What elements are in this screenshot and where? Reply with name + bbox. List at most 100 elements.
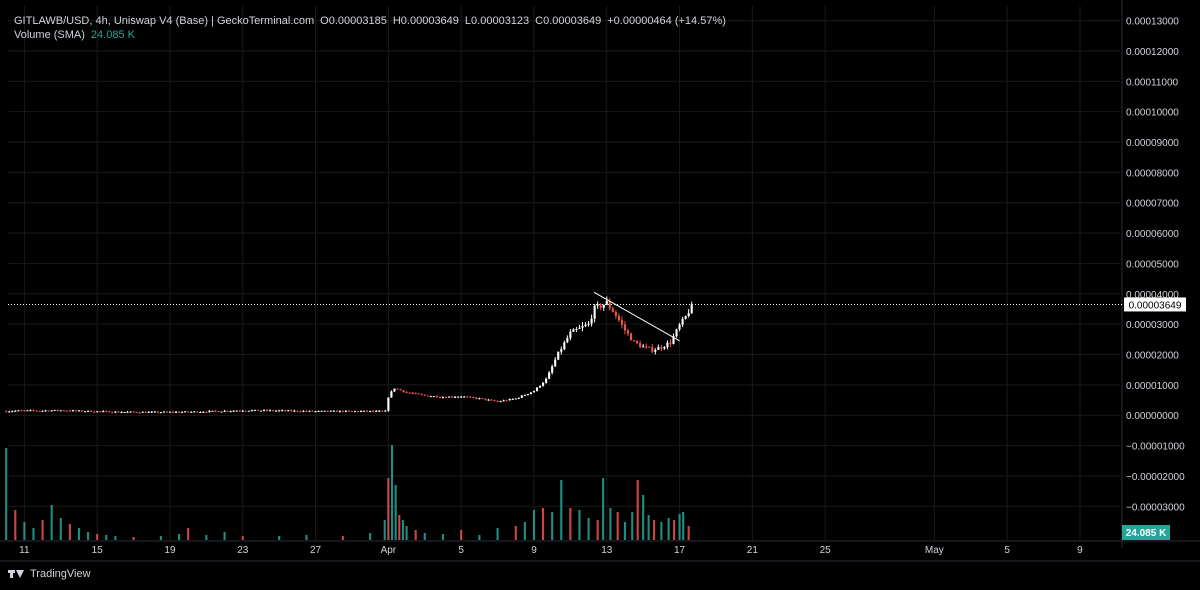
candle-body — [602, 304, 605, 308]
candle-body — [302, 410, 305, 412]
volume-bar — [631, 512, 634, 540]
candle-body — [332, 410, 335, 412]
candle-body — [429, 396, 432, 398]
volume-bar — [223, 532, 226, 540]
volume-bar — [68, 524, 71, 540]
candle-body — [614, 312, 617, 316]
candle-body — [120, 412, 123, 414]
volume-bar — [178, 534, 181, 540]
candle-body — [156, 411, 159, 413]
candle-body — [654, 349, 657, 352]
candle-body — [272, 410, 275, 412]
y-tick-label: −0.00003000 — [1126, 502, 1185, 513]
volume-bar — [441, 534, 445, 540]
candle-body — [329, 410, 332, 412]
candle-body — [502, 400, 505, 402]
candle-body — [178, 411, 181, 413]
volume-bar — [460, 530, 463, 540]
candle-body — [408, 392, 411, 394]
candle-body — [353, 411, 357, 413]
volume-bar — [609, 508, 612, 540]
candle-body — [29, 410, 32, 412]
candle-body — [526, 393, 529, 395]
ohlc-row: GITLAWB/USD, 4h, Uniswap V4 (Base) | Gec… — [14, 14, 726, 28]
y-tick-label: 0.00000000 — [1126, 411, 1179, 422]
candle-body — [375, 410, 378, 412]
candle-body — [444, 397, 448, 399]
candle-body — [636, 340, 639, 344]
volume-bar — [560, 480, 563, 540]
candle-body — [241, 410, 244, 412]
volume-bar — [678, 514, 681, 540]
current-price-label: 0.00003649 — [1129, 300, 1182, 311]
candle-body — [426, 395, 429, 397]
volume-bar — [77, 528, 81, 540]
x-tick-label: 5 — [458, 545, 464, 556]
candle-body — [660, 347, 663, 349]
candle-body — [41, 410, 44, 412]
candle-body — [220, 411, 223, 413]
x-tick-label: May — [925, 545, 944, 556]
x-tick-label: 19 — [164, 545, 176, 556]
candle-body — [548, 372, 551, 379]
candle-body — [114, 411, 117, 413]
candle-body — [529, 392, 532, 394]
candle-body — [326, 410, 329, 412]
candle-body — [80, 410, 84, 412]
x-tick-label: 21 — [747, 545, 759, 556]
candle-body — [651, 347, 654, 352]
candle-body — [545, 378, 548, 383]
candle-body — [590, 318, 593, 324]
candle-body — [669, 342, 672, 344]
candle-body — [305, 410, 308, 412]
candle-body — [441, 397, 445, 399]
volume-bar — [602, 478, 605, 540]
volume-bar — [660, 522, 663, 540]
candle-body — [411, 392, 414, 394]
candle-body — [168, 411, 172, 413]
brand-label: TradingView — [30, 568, 91, 580]
candle-body — [162, 411, 165, 413]
candle-body — [20, 410, 23, 412]
candle-body — [505, 400, 508, 402]
candle-body — [284, 410, 287, 412]
volume-row: Volume (SMA) 24.085 K — [14, 28, 726, 42]
y-tick-label: −0.00001000 — [1126, 442, 1185, 453]
volume-bar — [542, 508, 545, 540]
candle-body — [23, 410, 26, 412]
candle-body — [620, 320, 623, 325]
candle-body — [5, 411, 8, 413]
candle-body — [587, 323, 590, 325]
candle-body — [99, 411, 102, 413]
x-tick-label: Apr — [381, 545, 397, 556]
candle-body — [196, 411, 199, 413]
candle-body — [341, 410, 344, 412]
tradingview-brand[interactable]: TradingView — [8, 568, 91, 580]
candle-body — [663, 347, 666, 349]
volume-bar — [59, 518, 62, 540]
volume-bar — [478, 535, 481, 540]
volume-bar — [50, 505, 53, 540]
candle-body — [356, 411, 360, 413]
volume-badge-label: 24.085 K — [1126, 528, 1167, 539]
candle-body — [150, 411, 153, 413]
candle-body — [687, 313, 690, 316]
x-tick-label: 17 — [674, 545, 686, 556]
volume-bar — [114, 536, 117, 540]
candle-body — [314, 411, 317, 413]
candle-body — [645, 346, 648, 348]
candle-body — [584, 324, 587, 327]
candle-body — [232, 410, 235, 412]
candle-body — [551, 366, 554, 373]
candle-body — [417, 393, 420, 395]
candle-body — [347, 410, 351, 412]
volume-bar — [159, 536, 162, 540]
candle-body — [463, 396, 466, 398]
candle-body — [229, 411, 232, 413]
candle-body — [38, 410, 41, 412]
symbol-label: GITLAWB/USD, 4h, Uniswap V4 (Base) | Gec… — [14, 15, 315, 27]
candle-body — [174, 411, 178, 413]
y-tick-label: 0.00004000 — [1126, 290, 1179, 301]
volume-bar — [523, 522, 526, 540]
